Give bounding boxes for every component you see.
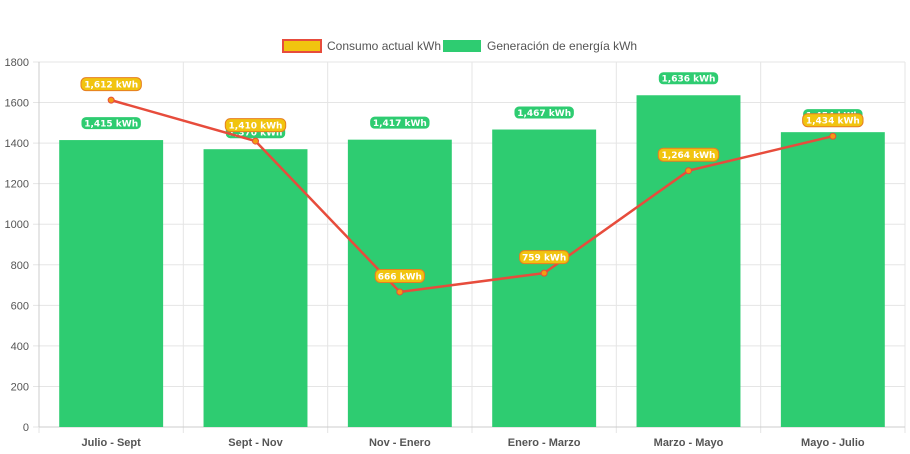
generation-bars bbox=[59, 95, 885, 428]
consumption-line-path bbox=[110, 98, 834, 294]
y-tick-label: 1800 bbox=[5, 57, 29, 69]
consumption-label: 1,434 kWh bbox=[806, 117, 860, 127]
legend-swatch-generacion[interactable] bbox=[443, 40, 481, 52]
generation-label: 1,636 kWh bbox=[662, 75, 716, 85]
x-tick-label: Marzo - Mayo bbox=[654, 437, 724, 449]
consumption-line bbox=[107, 96, 837, 296]
generation-label-bg bbox=[369, 115, 431, 130]
generation-label: 1,417 kWh bbox=[373, 119, 427, 129]
legend-label-generacion[interactable]: Generación de energía kWh bbox=[487, 39, 637, 53]
consumption-label-bg bbox=[374, 268, 425, 283]
generation-label-bg bbox=[80, 116, 142, 131]
consumption-label: 1,612 kWh bbox=[84, 80, 138, 90]
y-tick-label: 400 bbox=[11, 341, 29, 353]
x-tick-label: Julio - Sept bbox=[82, 437, 142, 449]
generation-bar[interactable] bbox=[636, 95, 741, 427]
y-tick-label: 1000 bbox=[5, 219, 29, 231]
consumption-point[interactable] bbox=[540, 269, 548, 277]
y-tick-label: 600 bbox=[11, 300, 29, 312]
consumption-point[interactable] bbox=[252, 137, 259, 145]
consumption-label-bg bbox=[224, 118, 287, 133]
consumption-point[interactable] bbox=[685, 167, 692, 175]
y-tick-label: 1400 bbox=[5, 138, 29, 150]
generation-label: 1,415 kWh bbox=[84, 119, 138, 129]
y-tick-label: 1200 bbox=[5, 179, 29, 191]
generation-label-bg bbox=[657, 71, 720, 86]
consumption-label: 759 kWh bbox=[522, 253, 566, 263]
consumption-point[interactable] bbox=[829, 132, 837, 140]
grid bbox=[33, 61, 906, 433]
consumption-label: 666 kWh bbox=[378, 272, 422, 282]
x-tick-label: Sept - Nov bbox=[228, 437, 283, 449]
y-tick-label: 800 bbox=[11, 260, 29, 272]
generation-bar[interactable] bbox=[780, 132, 885, 427]
consumption-labels: 1,612 kWh 1,410 kWh 666 kWh 759 kWh 1,264 kW… bbox=[80, 77, 864, 283]
x-tick-label: Nov - Enero bbox=[369, 437, 431, 449]
y-axis: 0 200 400 600 800 1000 1200 1400 1600 1800 bbox=[5, 57, 40, 434]
legend-label-consumo[interactable]: Consumo actual kWh bbox=[327, 39, 441, 53]
generation-label: 1,370 kWh bbox=[229, 128, 283, 138]
consumption-label: 1,410 kWh bbox=[229, 121, 283, 131]
x-tick-label: Mayo - Julio bbox=[801, 437, 865, 449]
consumption-label: 1,264 kWh bbox=[662, 151, 716, 161]
consumption-point[interactable] bbox=[107, 96, 115, 104]
consumption-point[interactable] bbox=[396, 288, 404, 296]
y-tick-label: 0 bbox=[23, 422, 29, 434]
y-tick-label: 200 bbox=[11, 381, 29, 393]
consumption-label-bg bbox=[80, 77, 142, 92]
y-tick-label: 1600 bbox=[5, 98, 29, 110]
legend: Consumo actual kWh Generación de energía… bbox=[282, 39, 637, 53]
consumption-label-bg bbox=[802, 113, 864, 128]
generation-label: 1,467 kWh bbox=[517, 109, 571, 119]
x-axis: Julio - Sept Sept - Nov Nov - Enero Enero -… bbox=[39, 426, 905, 449]
generation-bar[interactable] bbox=[59, 140, 164, 427]
legend-swatch-consumo[interactable] bbox=[282, 39, 322, 53]
consumption-label-bg bbox=[519, 250, 570, 265]
x-tick-label: Enero - Marzo bbox=[508, 437, 581, 449]
generation-label-bg bbox=[513, 105, 575, 120]
generation-bar[interactable] bbox=[347, 139, 452, 428]
generation-bar[interactable] bbox=[203, 149, 308, 427]
consumption-label-bg bbox=[657, 147, 720, 162]
